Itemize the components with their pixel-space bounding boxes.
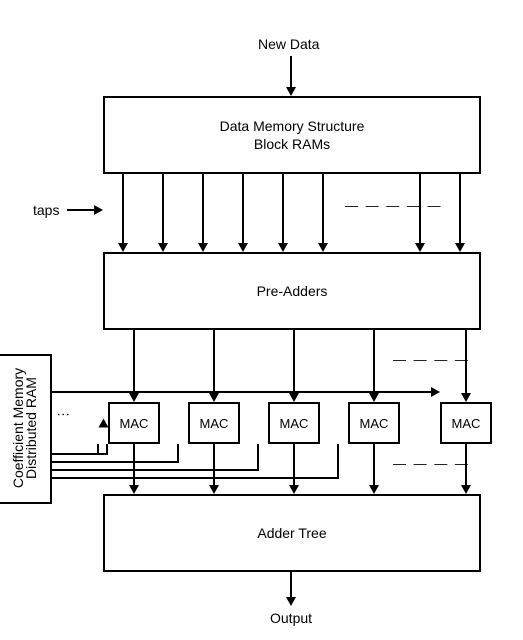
mac-at-head-4 <box>369 485 379 494</box>
mac-block-1: MAC <box>108 402 160 444</box>
dm-pa-head-7 <box>415 243 425 252</box>
dm-pa-head-1 <box>118 243 128 252</box>
dm-pa-dashes: — — — — — <box>345 198 442 213</box>
mac-at-head-2 <box>209 485 219 494</box>
pa-mac-head-3 <box>289 393 299 402</box>
mac-at-dashes: — — — — <box>393 456 470 471</box>
pre-adders-label: Pre-Adders <box>257 282 328 300</box>
dm-pa-arrow-5 <box>282 174 284 244</box>
pa-mac-arrow-1 <box>133 330 135 394</box>
mac-at-arrow-4 <box>373 444 375 486</box>
coeff-vdashes: ⋮ <box>56 408 71 421</box>
dm-pa-head-6 <box>318 243 328 252</box>
dm-pa-head-3 <box>198 243 208 252</box>
mac-at-arrow-1 <box>133 444 135 486</box>
output-arrow-line <box>290 572 292 598</box>
dm-pa-head-4 <box>238 243 248 252</box>
taps-label: taps <box>33 202 59 218</box>
mac-at-arrow-2 <box>213 444 215 486</box>
mac-at-head-5 <box>461 485 471 494</box>
dm-pa-arrow-4 <box>242 174 244 244</box>
coeff-mac1-v <box>106 444 108 455</box>
output-arrow-head <box>286 597 296 606</box>
coeff-mac1-head <box>99 419 109 428</box>
new-data-arrow-line <box>290 56 292 88</box>
pa-mac-head-1 <box>129 393 139 402</box>
pre-adders-block: Pre-Adders <box>103 252 481 330</box>
mac-at-arrow-3 <box>293 444 295 486</box>
coeff-v1 <box>97 444 99 455</box>
coeff-h4 <box>52 477 339 479</box>
coeff-h2 <box>52 461 179 463</box>
coeff-to-mac5-head <box>431 387 440 397</box>
dm-pa-arrow-3 <box>202 174 204 244</box>
coeff-to-mac5-line <box>52 391 432 393</box>
dm-pa-head-8 <box>455 243 465 252</box>
pa-mac-arrow-4 <box>373 330 375 394</box>
taps-arrow-head <box>94 205 103 215</box>
dm-pa-arrow-6 <box>322 174 324 244</box>
pa-mac-head-4 <box>369 393 379 402</box>
mac-block-5: MAC <box>440 402 492 444</box>
dm-pa-arrow-8 <box>459 174 461 244</box>
pa-mac-dashes: — — — — <box>393 352 470 367</box>
pa-mac-head-2 <box>209 393 219 402</box>
mac-block-2: MAC <box>188 402 240 444</box>
mac-block-4: MAC <box>348 402 400 444</box>
output-label: Output <box>270 610 312 626</box>
taps-arrow-line <box>67 209 95 211</box>
data-memory-block: Data Memory Structure Block RAMs <box>103 96 481 174</box>
coeff-h3 <box>52 469 259 471</box>
coeff-v3 <box>257 444 259 471</box>
new-data-arrow-head <box>286 87 296 96</box>
adder-tree-label: Adder Tree <box>257 524 326 542</box>
mac-block-3: MAC <box>268 402 320 444</box>
dm-pa-head-5 <box>278 243 288 252</box>
mac-at-head-3 <box>289 485 299 494</box>
pa-mac-head-5 <box>461 393 471 402</box>
coeff-v2 <box>177 444 179 463</box>
coeff-v4 <box>337 444 339 479</box>
dm-pa-arrow-1 <box>122 174 124 244</box>
mac-at-head-1 <box>129 485 139 494</box>
coeff-memory-label-2: Distributed RAM <box>23 377 39 479</box>
pa-mac-arrow-2 <box>213 330 215 394</box>
pa-mac-arrow-3 <box>293 330 295 394</box>
dm-pa-arrow-2 <box>162 174 164 244</box>
new-data-label: New Data <box>258 36 319 52</box>
dm-pa-head-2 <box>158 243 168 252</box>
data-memory-label-1: Data Memory Structure <box>220 117 365 135</box>
data-memory-label-2: Block RAMs <box>254 135 330 153</box>
coeff-h1 <box>52 453 99 455</box>
adder-tree-block: Adder Tree <box>103 494 481 572</box>
